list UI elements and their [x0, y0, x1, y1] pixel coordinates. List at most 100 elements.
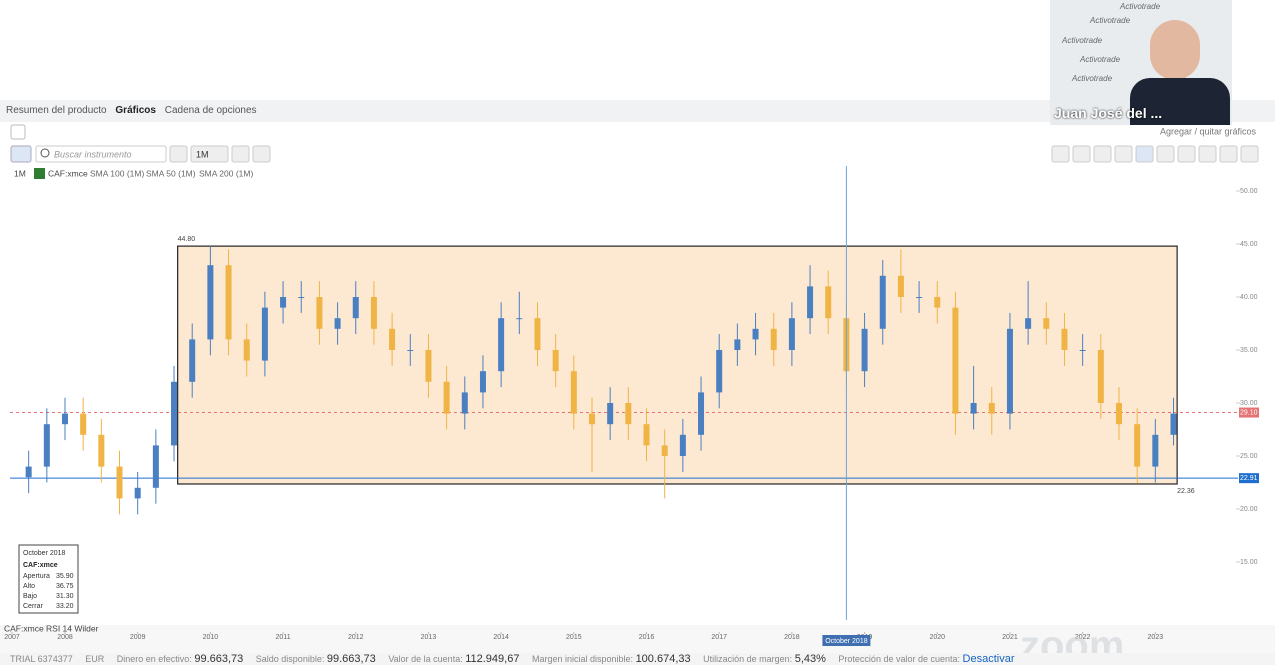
crosshair-label: October 2018 — [825, 638, 868, 645]
status-value: 99.663,73 — [194, 653, 244, 665]
tooltip-row: Alto — [23, 583, 35, 590]
candle-body — [498, 318, 505, 372]
status-label: Valor de la cuenta: — [388, 654, 463, 664]
y-tick-label: 35.00 — [1240, 347, 1258, 354]
candle-body — [1025, 318, 1032, 329]
candle-body — [443, 381, 450, 414]
tool-button[interactable] — [1219, 145, 1238, 163]
x-tick-label: 2007 — [4, 634, 20, 641]
candle-body — [661, 445, 668, 456]
status-link[interactable]: Desactivar — [962, 653, 1015, 665]
candle-body — [734, 339, 741, 350]
link-button[interactable] — [10, 145, 32, 163]
add-charts[interactable]: Agregar / quitar gráficos — [1160, 126, 1257, 136]
x-tick-label: 2010 — [203, 634, 219, 641]
x-tick-label: 2017 — [711, 634, 727, 641]
legend-interval: 1M — [14, 168, 26, 178]
candle-body — [679, 434, 686, 456]
rsi-panel — [0, 625, 1275, 653]
interval-button[interactable] — [190, 145, 229, 163]
tool-button[interactable] — [1093, 145, 1112, 163]
candle-body — [98, 434, 105, 467]
candle-body — [988, 403, 995, 414]
status-value: 99.663,73 — [326, 653, 376, 665]
tool-button[interactable] — [1135, 145, 1154, 163]
person-body — [1130, 78, 1230, 125]
candle-body — [516, 318, 523, 320]
status-label: Saldo disponible: — [255, 654, 325, 664]
candle-body — [171, 381, 178, 446]
candle-body — [1006, 328, 1013, 414]
tab[interactable]: Resumen del producto — [6, 105, 107, 116]
x-tick-label: 2016 — [639, 634, 655, 641]
candle-body — [570, 371, 577, 414]
tooltip-row: Cerrar — [23, 603, 44, 610]
x-tick-label: 2011 — [276, 634, 291, 641]
tool-button[interactable] — [1114, 145, 1133, 163]
status-item: TRIAL 6374377 — [10, 654, 73, 664]
tool-button[interactable] — [1051, 145, 1070, 163]
candle-body — [280, 297, 287, 308]
popout-button[interactable] — [10, 124, 26, 140]
tooltip-value: 33.20 — [56, 603, 74, 610]
tooltip-box — [18, 544, 79, 614]
exchange-badge — [34, 168, 45, 179]
refresh-button[interactable] — [231, 145, 250, 163]
candle-body — [43, 424, 50, 467]
candle-body — [1152, 434, 1159, 467]
x-tick-label: 2009 — [130, 634, 146, 641]
x-tick-label: 2013 — [421, 634, 437, 641]
y-tick-label: 30.00 — [1240, 400, 1258, 407]
search-box[interactable] — [35, 145, 167, 163]
candle-body — [407, 350, 414, 351]
candle-body — [534, 318, 541, 350]
video-feed: Activotrade Activotrade Activotrade Acti… — [1050, 0, 1232, 125]
status-label: Protección de valor de cuenta: — [838, 654, 960, 664]
candle-body — [879, 275, 886, 329]
price-label: 22.91 — [1240, 475, 1258, 482]
candle-body — [788, 318, 795, 350]
box-bottom-label: 22.36 — [1177, 488, 1195, 495]
candle-body — [225, 265, 232, 340]
candle-body — [1097, 350, 1104, 403]
candle-body — [861, 328, 868, 372]
rsi-label: CAF:xmce RSI 14 Wilder — [4, 623, 99, 633]
x-tick-label: 2022 — [1075, 634, 1091, 641]
participant-name: Juan José del ... — [1054, 105, 1163, 121]
candle-body — [807, 286, 814, 319]
tool-button[interactable] — [1156, 145, 1175, 163]
box-top-label: 44.80 — [178, 236, 196, 243]
candle-body — [461, 392, 468, 414]
tab[interactable]: Cadena de opciones — [164, 105, 257, 116]
menu-button[interactable] — [252, 145, 271, 163]
x-tick-label: 2018 — [784, 634, 800, 641]
candle-body — [825, 286, 832, 319]
y-tick-label: 15.00 — [1240, 559, 1258, 566]
candle-body — [752, 328, 759, 340]
video-logo: Activotrade — [1120, 2, 1161, 11]
status-value: 112.949,67 — [465, 653, 520, 665]
tooltip-row: Apertura — [23, 573, 50, 580]
y-tick-label: 40.00 — [1240, 294, 1258, 301]
candle-body — [1115, 403, 1122, 425]
tool-button[interactable] — [1198, 145, 1217, 163]
price-label: 29.10 — [1240, 409, 1258, 416]
candle-body — [698, 392, 705, 435]
candle-body — [389, 328, 396, 350]
x-tick-label: 2008 — [57, 634, 73, 641]
candle-body — [479, 371, 486, 393]
tooltip-symbol: CAF:xmce — [23, 562, 58, 569]
add-button[interactable] — [169, 145, 188, 163]
tool-button[interactable] — [1072, 145, 1091, 163]
tool-button[interactable] — [1240, 145, 1259, 163]
legend-indicator: SMA 200 (1M) — [199, 168, 253, 178]
tab[interactable]: Gráficos — [115, 105, 156, 116]
x-tick-label: 2023 — [1148, 634, 1164, 641]
candle-body — [207, 265, 214, 340]
candle-body — [316, 297, 323, 329]
tool-button[interactable] — [1177, 145, 1196, 163]
candle-body — [425, 350, 432, 382]
tooltip-date: October 2018 — [23, 550, 66, 557]
